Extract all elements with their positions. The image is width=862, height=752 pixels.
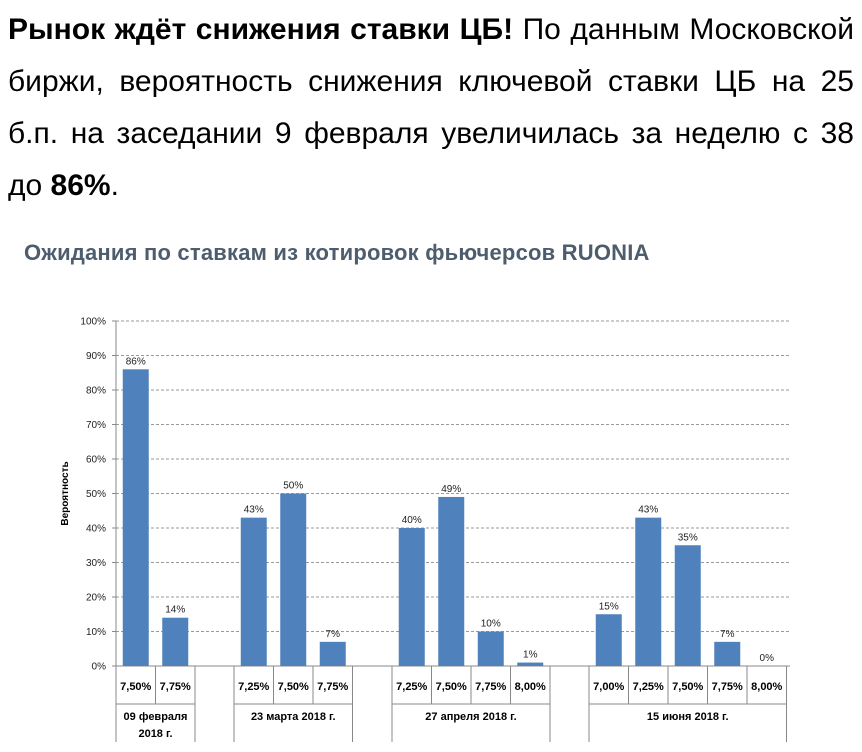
data-label: 0% [760, 653, 775, 664]
category-label: 7,75% [712, 681, 743, 693]
category-label: 7,50% [436, 681, 467, 693]
data-label: 43% [244, 505, 264, 516]
category-label: 7,75% [160, 681, 191, 693]
data-label: 7% [720, 629, 735, 640]
bar [280, 493, 307, 666]
bar [477, 631, 504, 666]
data-label: 43% [638, 505, 658, 516]
category-label: 8,00% [751, 681, 782, 693]
category-label: 7,50% [672, 681, 703, 693]
y-tick-label: 60% [86, 455, 106, 466]
category-label: 7,75% [317, 681, 348, 693]
data-label: 10% [481, 619, 501, 630]
category-label: 7,25% [396, 681, 427, 693]
y-tick-label: 90% [86, 351, 106, 362]
data-label: 15% [599, 601, 619, 612]
group-label: 2018 г. [138, 728, 172, 740]
bar [674, 545, 701, 666]
data-label: 14% [165, 605, 185, 616]
bar [319, 641, 346, 666]
category-label: 7,75% [475, 681, 506, 693]
data-label: 7% [326, 629, 341, 640]
category-label: 8,00% [515, 681, 546, 693]
y-tick-label: 40% [86, 524, 106, 535]
y-tick-label: 70% [86, 420, 106, 431]
group-label: 15 июня 2018 г. [647, 711, 729, 723]
data-label: 50% [283, 481, 303, 492]
intro-text: По данным Московской биржи, вероятность … [8, 13, 854, 202]
category-label: 7,00% [593, 681, 624, 693]
bar [517, 662, 544, 666]
data-label: 49% [441, 484, 461, 495]
group-label: 27 апреля 2018 г. [425, 711, 516, 723]
y-tick-label: 10% [86, 627, 106, 638]
group-label: 09 февраля [124, 711, 188, 723]
y-tick-label: 80% [86, 386, 106, 397]
y-tick-label: 20% [86, 593, 106, 604]
bar [162, 617, 189, 666]
data-label: 1% [523, 650, 538, 661]
category-label: 7,50% [278, 681, 309, 693]
y-tick-label: 0% [92, 662, 107, 673]
y-tick-label: 30% [86, 558, 106, 569]
intro-headline: Рынок ждёт снижения ставки ЦБ! [8, 13, 514, 46]
category-label: 7,25% [238, 681, 269, 693]
chart-title: Ожидания по ставкам из котировок фьючерс… [24, 240, 650, 265]
bar [438, 496, 465, 666]
bar [240, 517, 267, 666]
y-axis-label: Вероятность [60, 461, 71, 525]
bar [122, 369, 149, 666]
y-tick-label: 100% [80, 317, 106, 328]
data-label: 86% [126, 356, 146, 367]
data-label: 40% [402, 515, 422, 526]
bar [398, 528, 425, 666]
bar [595, 614, 622, 666]
intro-text-end: . [110, 169, 119, 202]
intro-highlight: 86% [50, 169, 111, 202]
category-label: 7,25% [633, 681, 664, 693]
bar [635, 517, 662, 666]
intro-paragraph: Рынок ждёт снижения ставки ЦБ! По данным… [8, 4, 854, 212]
bar [714, 641, 741, 666]
group-label: 23 марта 2018 г. [251, 711, 336, 723]
category-label: 7,50% [120, 681, 151, 693]
y-tick-label: 50% [86, 489, 106, 500]
data-label: 35% [678, 532, 698, 543]
